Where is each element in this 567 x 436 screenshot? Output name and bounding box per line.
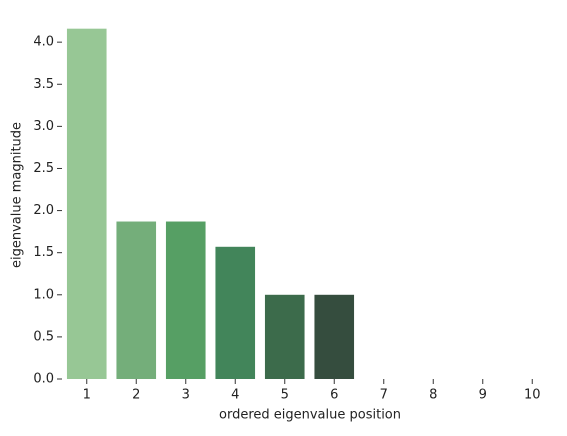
- x-tick-label: 6: [330, 388, 338, 403]
- bar: [215, 246, 256, 379]
- x-tick-label: 9: [479, 388, 487, 403]
- bar: [165, 221, 206, 379]
- x-axis-label: ordered eigenvalue position: [219, 408, 401, 423]
- x-tick-label: 8: [429, 388, 437, 403]
- bar: [264, 294, 305, 379]
- y-tick-label: 3.5: [33, 77, 54, 92]
- y-tick-label: 4.0: [33, 35, 54, 50]
- x-tick-label: 4: [231, 388, 239, 403]
- x-tick-label: 1: [83, 388, 91, 403]
- y-tick-label: 0.5: [33, 329, 54, 344]
- bar: [314, 294, 355, 379]
- bar: [116, 221, 157, 379]
- x-tick-label: 3: [182, 388, 190, 403]
- x-tick-label: 2: [132, 388, 140, 403]
- y-tick-label: 0.0: [33, 372, 54, 387]
- x-tick-label: 5: [281, 388, 289, 403]
- x-tick-label: 10: [524, 388, 541, 403]
- y-tick-label: 2.5: [33, 161, 54, 176]
- y-axis-label: eigenvalue magnitude: [10, 122, 25, 268]
- y-tick-label: 2.0: [33, 203, 54, 218]
- y-tick-label: 1.0: [33, 287, 54, 302]
- bar: [66, 28, 107, 380]
- x-tick-label: 7: [380, 388, 388, 403]
- y-tick-label: 1.5: [33, 245, 54, 260]
- y-tick-label: 3.0: [33, 119, 54, 134]
